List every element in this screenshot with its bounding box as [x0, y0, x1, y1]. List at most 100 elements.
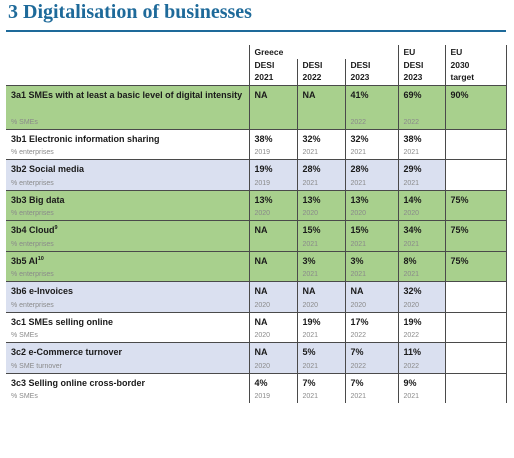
table-row-sub: % SME turnover 2020 2021 2022 2022 [6, 359, 507, 373]
year-cell: 2020 [248, 359, 297, 373]
year-cell [248, 115, 297, 129]
table-row: 3c1 SMEs selling online NA 19% 17% 19% [6, 311, 507, 329]
year-cell: 2019 [248, 176, 297, 190]
value-cell: 15% [296, 220, 345, 238]
indicator-label: 3c3 Selling online cross-border [11, 377, 146, 388]
year-cell [444, 298, 507, 312]
year-cell: 2021 [296, 359, 345, 373]
value-cell [444, 159, 507, 177]
section-header: 3 Digitalisation of businesses [6, 0, 506, 32]
value-cell: 75% [444, 189, 507, 207]
value-cell: 32% [397, 281, 445, 299]
value-cell [444, 281, 507, 299]
year-cell: 2020 [248, 207, 297, 221]
value-cell [444, 128, 507, 146]
value-cell: NA [248, 342, 297, 360]
value-cell: 17% [344, 311, 398, 329]
table-row-sub: % SMEs 2020 2021 2022 2022 [6, 329, 507, 343]
year-cell [248, 237, 297, 251]
value-cell [444, 311, 507, 329]
year-cell: 2020 [397, 298, 445, 312]
unit-label: % enterprises [6, 237, 249, 251]
table-row: 3b3 Big data 13% 13% 13% 14% 75% [6, 189, 507, 207]
indicator-label: 3a1 SMEs with at least a basic level of … [11, 90, 243, 100]
value-cell: 90% [444, 85, 507, 116]
indicator-name: 3c3 Selling online cross-border [6, 372, 249, 390]
table-body: 3a1 SMEs with at least a basic level of … [6, 85, 507, 403]
unit-label: % enterprises [11, 149, 54, 156]
value-cell: 13% [344, 189, 398, 207]
table-row: 3a1 SMEs with at least a basic level of … [6, 85, 507, 116]
value-cell: 7% [344, 372, 398, 390]
year-cell [444, 207, 507, 221]
indicator-label: 3b1 Electronic information sharing [11, 133, 160, 144]
year-cell: 2022 [397, 359, 445, 373]
year-cell [444, 146, 507, 160]
table-header: Greece EU EU DESI DESI DESI DESI 2030 20… [6, 45, 507, 86]
value-cell: 28% [344, 159, 398, 177]
table-row: 3c3 Selling online cross-border 4% 7% 7% 9% [6, 372, 507, 390]
value-cell: 14% [397, 189, 445, 207]
table-row-sub: % enterprises 2019 2021 2021 2021 [6, 176, 507, 190]
year-cell: 2020 [248, 298, 297, 312]
value-cell: 11% [397, 342, 445, 360]
year-cell: 2021 [296, 176, 345, 190]
header-col-year: 2023 [397, 71, 445, 86]
value-cell: 7% [344, 342, 398, 360]
value-cell: 38% [397, 128, 445, 146]
year-cell: 2019 [248, 390, 297, 403]
value-cell: 75% [444, 220, 507, 238]
unit-label: % SMEs [6, 115, 249, 129]
indicator-name: 3b1 Electronic information sharing [6, 128, 249, 146]
indicator-label: 3b3 Big data [11, 194, 65, 205]
table-row: 3b6 e-Invoices NA NA NA 32% [6, 281, 507, 299]
table-row: 3b4 Cloud9 NA 15% 15% 34% 75% [6, 220, 507, 238]
unit-label: % SME turnover [6, 359, 249, 373]
page-title: 3 Digitalisation of businesses [8, 1, 252, 23]
year-cell: 2021 [344, 390, 398, 403]
year-cell: 2021 [344, 146, 398, 160]
year-cell: 2022 [397, 115, 445, 129]
indicator-label: 3b2 Social media [11, 164, 85, 174]
value-cell: 34% [397, 220, 445, 238]
table-row: 3b2 Social media 19% 28% 28% 29% [6, 159, 507, 177]
header-col-label: DESI [397, 59, 445, 71]
value-cell: NA [248, 250, 297, 268]
value-cell: NA [248, 220, 297, 238]
year-cell: 2021 [296, 268, 345, 282]
value-cell: NA [296, 281, 345, 299]
table-row-sub: % SMEs 2019 2021 2021 2021 [6, 390, 507, 403]
year-cell: 2021 [397, 146, 445, 160]
value-cell: NA [344, 281, 398, 299]
value-cell: 29% [397, 159, 445, 177]
year-cell: 2020 [344, 207, 398, 221]
value-cell: 69% [397, 85, 445, 116]
header-col-year: 2023 [344, 71, 398, 86]
year-cell [444, 115, 507, 129]
value-cell: 19% [248, 159, 297, 177]
value-cell: 28% [296, 159, 345, 177]
value-cell: NA [248, 311, 297, 329]
value-cell: 9% [397, 372, 445, 390]
table-row-sub: % enterprises 2020 2020 2020 2020 [6, 298, 507, 312]
year-cell [444, 359, 507, 373]
value-cell: 3% [344, 250, 398, 268]
indicator-name: 3b5 AI10 [6, 250, 249, 268]
value-cell: 32% [344, 128, 398, 146]
unit-label: % enterprises [6, 298, 249, 312]
footnote-ref: 9 [54, 225, 58, 231]
year-cell [444, 329, 507, 343]
header-empty [6, 45, 249, 59]
table-row: 3c2 e-Commerce turnover NA 5% 7% 11% [6, 342, 507, 360]
header-col-label: 2030 [444, 59, 507, 71]
indicator-name: 3b2 Social media [6, 159, 249, 177]
year-cell [444, 390, 507, 403]
value-cell: NA [296, 85, 345, 116]
indicator-name: 3b6 e-Invoices [6, 281, 249, 299]
year-cell: 2020 [296, 207, 345, 221]
header-col-year: 2021 [248, 71, 297, 86]
year-cell: 2021 [344, 268, 398, 282]
value-cell: 5% [296, 342, 345, 360]
year-cell: 2022 [397, 329, 445, 343]
value-cell: 3% [296, 250, 345, 268]
